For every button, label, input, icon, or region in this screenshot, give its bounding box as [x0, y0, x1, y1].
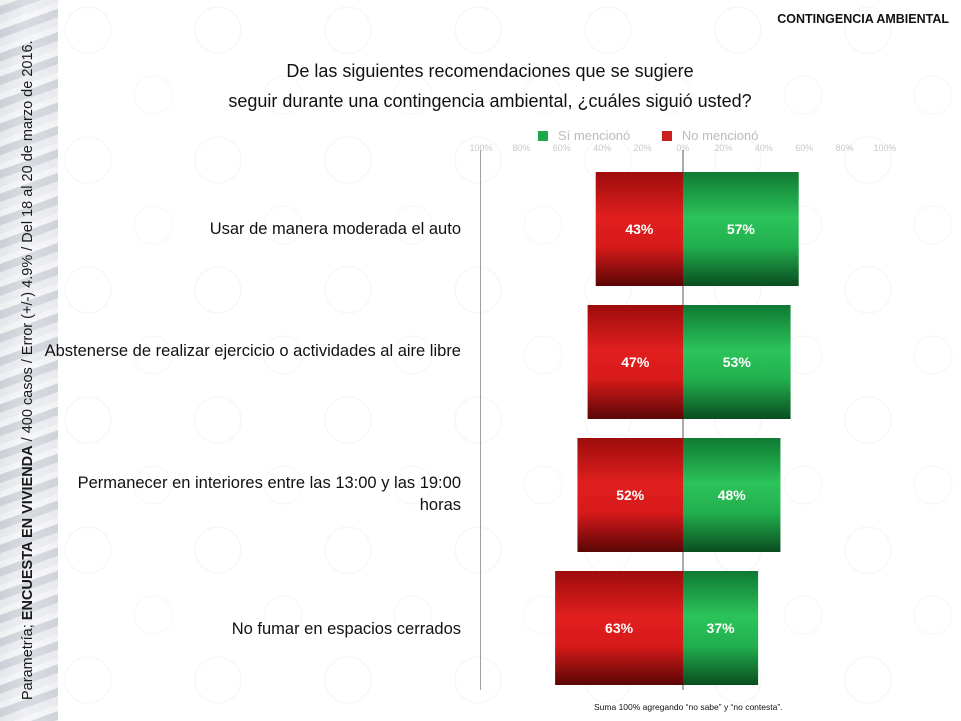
- data-label-not-mentioned-4: 63%: [605, 620, 634, 636]
- axis-tick-label: 100%: [469, 143, 492, 153]
- axis-tick-label: 80%: [512, 143, 530, 153]
- bar-mentioned-2: [683, 305, 791, 419]
- axis-tick-label: 20%: [714, 143, 732, 153]
- bar-not-mentioned-4: [555, 571, 683, 685]
- bar-mentioned-3: [683, 438, 781, 552]
- bar-mentioned-1: [683, 172, 799, 286]
- data-label-mentioned-4: 37%: [707, 620, 736, 636]
- axis-tick-label: 40%: [755, 143, 773, 153]
- title-line-2: seguir durante una contingencia ambienta…: [228, 91, 752, 111]
- data-label-mentioned-3: 48%: [718, 487, 747, 503]
- data-label-not-mentioned-1: 43%: [625, 221, 654, 237]
- bar-not-mentioned-2: [587, 305, 683, 419]
- chart-title: De las siguientes recomendaciones que se…: [200, 56, 780, 116]
- row-label-3: Permanecer en interiores entre las 13:00…: [77, 474, 461, 514]
- bar-mentioned-4: [683, 571, 759, 685]
- legend-swatch-green: [538, 130, 548, 141]
- legend-item-not-mentioned: No mencionó: [661, 128, 759, 143]
- legend-label-mentioned: Sí mencionó: [558, 128, 631, 143]
- axis-tick-label: 80%: [836, 143, 854, 153]
- bar-not-mentioned-3: [577, 438, 683, 552]
- row-label-1: Usar de manera moderada el auto: [209, 220, 461, 238]
- bar-not-mentioned-1: [595, 172, 683, 286]
- legend-label-not-mentioned: No mencionó: [681, 128, 759, 143]
- label-divider-line: [480, 150, 481, 690]
- footnote: Suma 100% agregando “no sabe” y “no cont…: [594, 702, 783, 712]
- axis-tick-label: 20%: [634, 143, 652, 153]
- axis-tick-label: 40%: [593, 143, 611, 153]
- axis-tick-label: 0%: [676, 143, 689, 153]
- section-tag: CONTINGENCIA AMBIENTAL: [777, 12, 949, 26]
- data-label-mentioned-1: 57%: [727, 221, 756, 237]
- data-label-not-mentioned-2: 47%: [621, 354, 650, 370]
- row-label-2: Abstenerse de realizar ejercicio o activ…: [44, 342, 461, 360]
- row-label-4: No fumar en espacios cerrados: [231, 620, 461, 638]
- axis-tick-label: 60%: [553, 143, 571, 153]
- axis-tick-label: 100%: [873, 143, 896, 153]
- legend: Sí mencionó No mencionó: [538, 128, 787, 144]
- data-label-not-mentioned-3: 52%: [616, 487, 645, 503]
- data-label-mentioned-2: 53%: [723, 354, 752, 370]
- axis-tick-labels: 100% 80% 60% 40% 20% 0% 20% 40% 60% 80% 100%: [469, 143, 896, 153]
- bars-group: 43% 57% 47% 53% 52% 48% 63% 37%: [555, 172, 799, 685]
- axis-tick-label: 60%: [795, 143, 813, 153]
- legend-swatch-red: [661, 130, 672, 141]
- side-decoration-strip: [0, 0, 58, 721]
- title-line-1: De las siguientes recomendaciones que se…: [286, 61, 694, 81]
- legend-item-mentioned: Sí mencionó: [538, 128, 630, 143]
